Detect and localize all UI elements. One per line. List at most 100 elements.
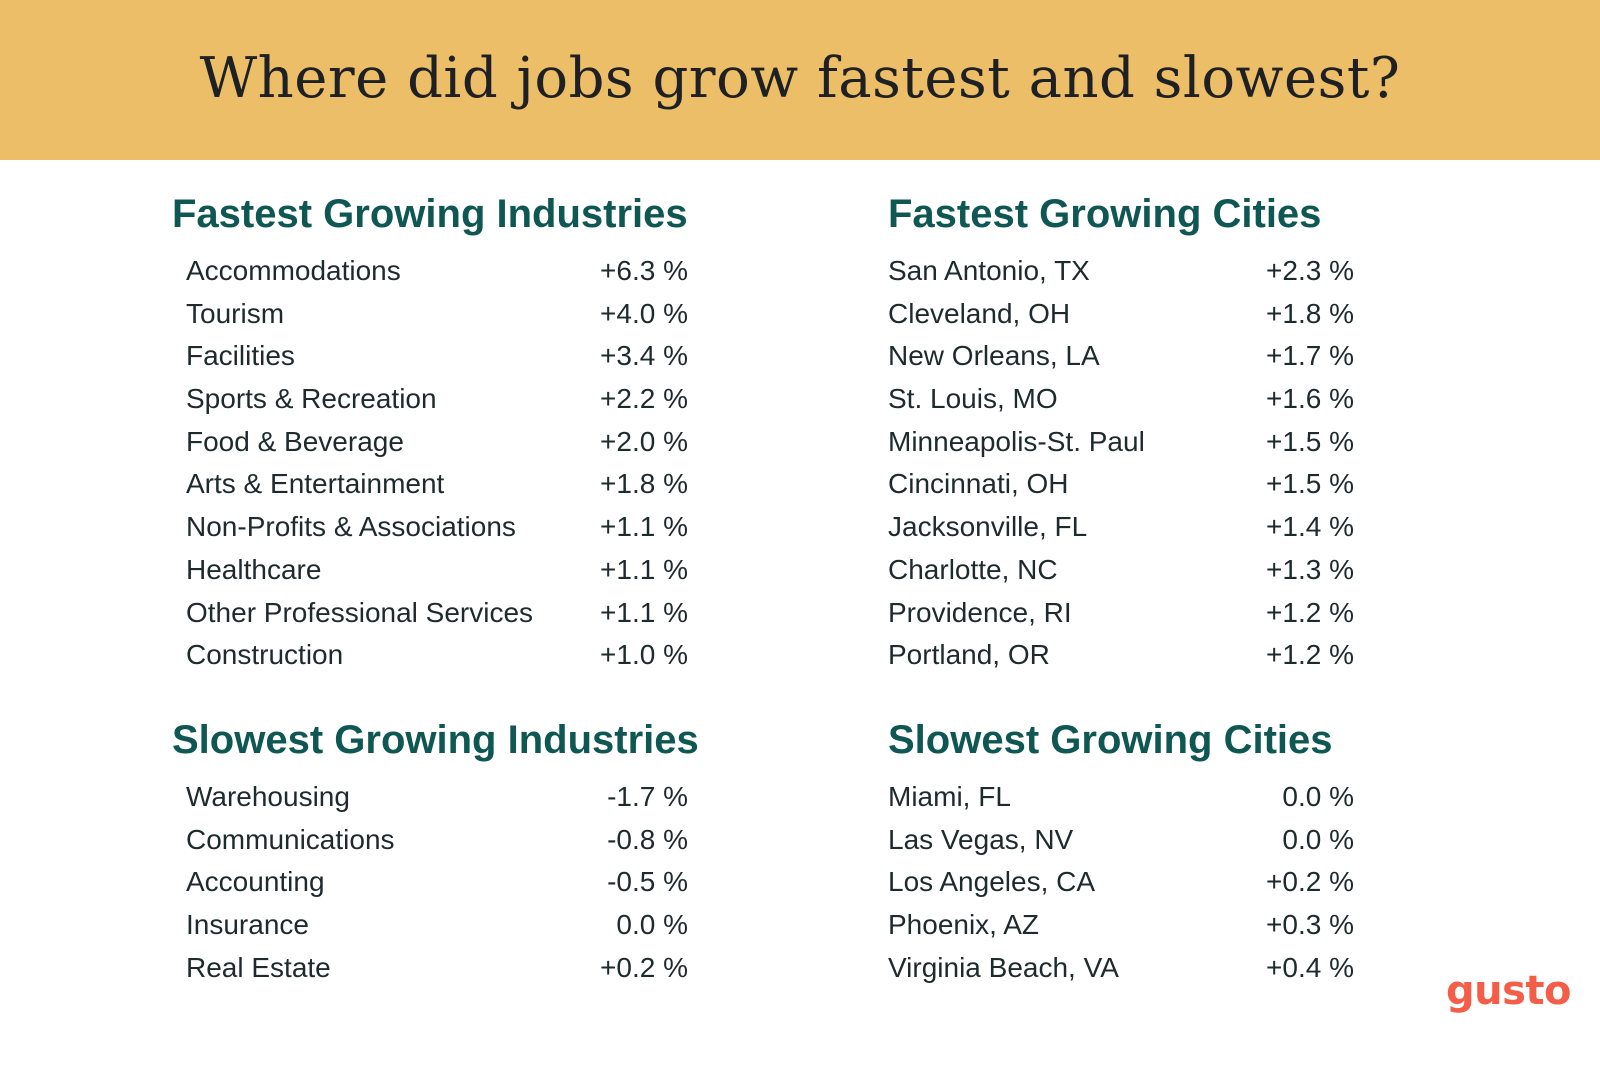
row-label: Accounting: [186, 866, 325, 898]
list-item: San Antonio, TX +2.3 %: [888, 250, 1354, 293]
row-value: +1.6 %: [1266, 383, 1354, 415]
row-label: Real Estate: [186, 951, 331, 983]
row-value: +2.2 %: [600, 383, 688, 415]
title-banner: Where did jobs grow fastest and slowest?: [0, 0, 1600, 160]
row-value: -0.5 %: [607, 866, 688, 898]
row-label: Charlotte, NC: [888, 553, 1058, 585]
slowest-industries-heading: Slowest Growing Industries: [172, 718, 699, 762]
row-value: +1.0 %: [600, 639, 688, 671]
row-label: Facilities: [186, 340, 295, 372]
row-label: Portland, OR: [888, 639, 1050, 671]
row-label: Tourism: [186, 297, 285, 329]
list-item: Tourism +4.0 %: [186, 293, 688, 336]
row-value: +1.5 %: [1266, 468, 1354, 500]
row-label: Construction: [186, 639, 344, 671]
list-item: Communications -0.8 %: [186, 819, 688, 862]
list-item: Warehousing -1.7 %: [186, 776, 688, 819]
slowest-cities-list: Miami, FL 0.0 % Las Vegas, NV 0.0 % Los Ange…: [888, 776, 1354, 989]
fastest-cities-section: Fastest Growing Cities San Antonio, TX +2…: [888, 188, 1354, 670]
row-value: -1.7 %: [607, 781, 688, 812]
row-value: +1.4 %: [1266, 511, 1354, 543]
row-value: +1.2 %: [1266, 596, 1354, 628]
page-title: Where did jobs grow fastest and slowest?: [199, 45, 1401, 111]
row-label: Cincinnati, OH: [888, 468, 1069, 500]
list-item: Construction +1.0 %: [186, 634, 688, 677]
row-label: Phoenix, AZ: [888, 909, 1039, 941]
row-label: Insurance: [186, 909, 309, 941]
list-item: Charlotte, NC +1.3 %: [888, 549, 1354, 592]
list-item: Virginia Beach, VA +0.4 %: [888, 947, 1354, 990]
list-item: Other Professional Services +1.1 %: [186, 592, 688, 635]
row-value: 0.0 %: [1282, 823, 1354, 855]
row-label: Sports & Recreation: [186, 383, 437, 415]
row-label: Providence, RI: [888, 596, 1072, 628]
list-item: Los Angeles, CA +0.2 %: [888, 861, 1354, 904]
list-item: St. Louis, MO +1.6 %: [888, 378, 1354, 421]
row-label: St. Louis, MO: [888, 383, 1058, 415]
row-label: Accommodations: [186, 255, 401, 286]
list-item: New Orleans, LA +1.7 %: [888, 335, 1354, 378]
row-label: Communications: [186, 823, 395, 855]
row-label: Los Angeles, CA: [888, 866, 1096, 898]
row-value: +3.4 %: [600, 340, 688, 372]
list-item: Accounting -0.5 %: [186, 861, 688, 904]
list-item: Healthcare +1.1 %: [186, 549, 688, 592]
gusto-logo: gusto: [1446, 968, 1572, 1014]
row-label: Miami, FL: [888, 781, 1011, 812]
row-value: +1.8 %: [1266, 297, 1354, 329]
row-label: Non-Profits & Associations: [186, 511, 516, 543]
row-label: Minneapolis-St. Paul: [888, 425, 1145, 457]
list-item: Facilities +3.4 %: [186, 335, 688, 378]
list-item: Jacksonville, FL +1.4 %: [888, 506, 1354, 549]
fastest-industries-list: Accommodations +6.3 % Tourism +4.0 % Facilit…: [186, 250, 688, 677]
list-item: Arts & Entertainment +1.8 %: [186, 463, 688, 506]
list-item: Sports & Recreation +2.2 %: [186, 378, 688, 421]
row-label: Las Vegas, NV: [888, 823, 1074, 855]
row-label: New Orleans, LA: [888, 340, 1100, 372]
row-value: +0.2 %: [600, 951, 688, 983]
row-label: Warehousing: [186, 781, 350, 812]
list-item: Non-Profits & Associations +1.1 %: [186, 506, 688, 549]
list-item: Portland, OR +1.2 %: [888, 634, 1354, 677]
list-item: Real Estate +0.2 %: [186, 947, 688, 990]
slowest-industries-section: Slowest Growing Industries Warehousing -1…: [172, 714, 699, 983]
row-label: Arts & Entertainment: [186, 468, 445, 500]
list-item: Providence, RI +1.2 %: [888, 592, 1354, 635]
list-item: Accommodations +6.3 %: [186, 250, 688, 293]
slowest-cities-heading: Slowest Growing Cities: [888, 718, 1333, 762]
row-value: +0.2 %: [1266, 866, 1354, 898]
list-item: Phoenix, AZ +0.3 %: [888, 904, 1354, 947]
row-value: +6.3 %: [600, 255, 688, 286]
slowest-industries-list: Warehousing -1.7 % Communications -0.8 % Acc…: [186, 776, 688, 989]
row-label: Food & Beverage: [186, 425, 404, 457]
fastest-cities-heading: Fastest Growing Cities: [888, 192, 1322, 236]
row-value: +1.2 %: [1266, 639, 1354, 671]
fastest-industries-section: Fastest Growing Industries Accommodation…: [172, 188, 688, 670]
list-item: Miami, FL 0.0 %: [888, 776, 1354, 819]
row-value: +4.0 %: [600, 297, 688, 329]
row-value: +1.1 %: [600, 553, 688, 585]
slowest-cities-section: Slowest Growing Cities Miami, FL 0.0 % Las…: [888, 714, 1354, 983]
list-item: Insurance 0.0 %: [186, 904, 688, 947]
row-label: San Antonio, TX: [888, 255, 1090, 286]
list-item: Minneapolis-St. Paul +1.5 %: [888, 421, 1354, 464]
row-value: +1.8 %: [600, 468, 688, 500]
list-item: Food & Beverage +2.0 %: [186, 421, 688, 464]
row-value: +2.3 %: [1266, 255, 1354, 286]
row-label: Jacksonville, FL: [888, 511, 1088, 543]
row-label: Virginia Beach, VA: [888, 951, 1119, 983]
row-value: 0.0 %: [616, 909, 688, 941]
row-value: 0.0 %: [1282, 781, 1354, 812]
row-label: Healthcare: [186, 553, 322, 585]
list-item: Las Vegas, NV 0.0 %: [888, 819, 1354, 862]
row-value: +0.4 %: [1266, 951, 1354, 983]
row-label: Cleveland, OH: [888, 297, 1071, 329]
row-value: +0.3 %: [1266, 909, 1354, 941]
row-value: -0.8 %: [607, 823, 688, 855]
row-value: +1.3 %: [1266, 553, 1354, 585]
row-value: +1.7 %: [1266, 340, 1354, 372]
row-value: +1.5 %: [1266, 425, 1354, 457]
row-label: Other Professional Services: [186, 596, 534, 628]
row-value: +1.1 %: [600, 511, 688, 543]
row-value: +2.0 %: [600, 425, 688, 457]
